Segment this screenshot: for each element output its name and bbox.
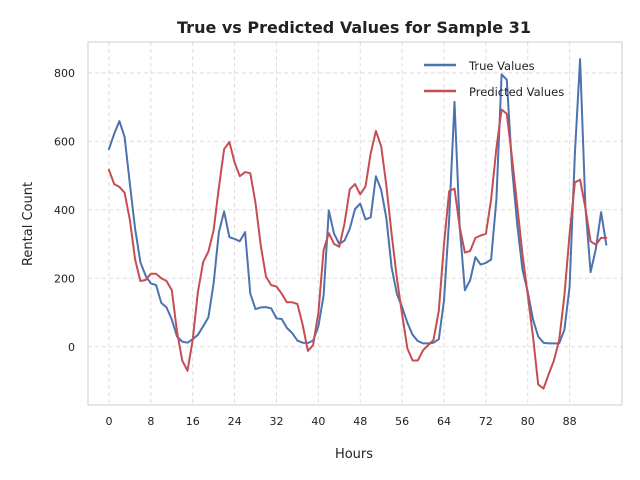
x-tick-label: 56 bbox=[395, 415, 409, 428]
x-tick-label: 80 bbox=[521, 415, 535, 428]
y-tick-label: 800 bbox=[54, 67, 75, 80]
x-tick-label: 24 bbox=[228, 415, 242, 428]
series-line-true-values bbox=[107, 58, 608, 345]
x-tick-label: 0 bbox=[105, 415, 112, 428]
y-tick-label: 400 bbox=[54, 204, 75, 217]
x-tick-label: 88 bbox=[563, 415, 577, 428]
x-axis-ticks: 0 8 16 24 32 40 48 56 64 72 80 88 bbox=[105, 415, 576, 428]
x-tick-label: 48 bbox=[353, 415, 367, 428]
legend-label-predicted-values: Predicted Values bbox=[469, 85, 564, 99]
series-line-predicted-values bbox=[107, 108, 608, 390]
chart-title: True vs Predicted Values for Sample 31 bbox=[177, 18, 531, 37]
series-group bbox=[107, 58, 608, 390]
y-axis-ticks: 0 200 400 600 800 bbox=[54, 67, 75, 354]
y-axis-label: Rental Count bbox=[21, 182, 36, 266]
plot-frame bbox=[87, 41, 623, 406]
x-tick-label: 64 bbox=[437, 415, 451, 428]
y-tick-label: 600 bbox=[54, 135, 75, 148]
x-tick-label: 32 bbox=[269, 415, 283, 428]
x-tick-label: 16 bbox=[186, 415, 200, 428]
x-tick-label: 72 bbox=[479, 415, 493, 428]
y-tick-label: 200 bbox=[54, 272, 75, 285]
legend: True Values Predicted Values bbox=[424, 59, 564, 99]
x-tick-label: 8 bbox=[147, 415, 154, 428]
legend-label-true-values: True Values bbox=[468, 59, 535, 73]
x-axis-label: Hours bbox=[335, 447, 373, 462]
y-tick-label: 0 bbox=[68, 341, 75, 354]
x-tick-label: 40 bbox=[311, 415, 325, 428]
